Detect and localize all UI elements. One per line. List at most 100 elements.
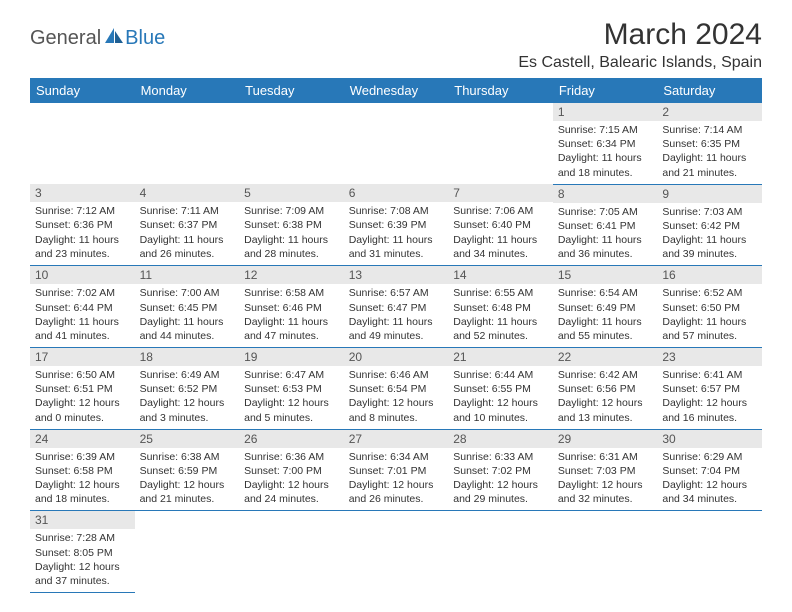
sunset-text: Sunset: 6:46 PM xyxy=(244,301,339,315)
calendar-day-cell: 11Sunrise: 7:00 AMSunset: 6:45 PMDayligh… xyxy=(135,266,240,348)
day-number: 22 xyxy=(553,348,658,366)
day-number: 23 xyxy=(657,348,762,366)
sunset-text: Sunset: 6:53 PM xyxy=(244,382,339,396)
daylight-text: Daylight: 11 hours and 34 minutes. xyxy=(453,233,548,261)
calendar-day-cell: 18Sunrise: 6:49 AMSunset: 6:52 PMDayligh… xyxy=(135,348,240,430)
calendar-day-cell: 3Sunrise: 7:12 AMSunset: 6:36 PMDaylight… xyxy=(30,184,135,266)
sunrise-text: Sunrise: 6:57 AM xyxy=(349,286,444,300)
calendar-day-cell xyxy=(448,511,553,593)
calendar-day-cell xyxy=(448,103,553,184)
day-number: 24 xyxy=(30,430,135,448)
daylight-text: Daylight: 12 hours and 13 minutes. xyxy=(558,396,653,424)
sunset-text: Sunset: 6:36 PM xyxy=(35,218,130,232)
daylight-text: Daylight: 12 hours and 0 minutes. xyxy=(35,396,130,424)
calendar-day-cell: 20Sunrise: 6:46 AMSunset: 6:54 PMDayligh… xyxy=(344,348,449,430)
daylight-text: Daylight: 11 hours and 31 minutes. xyxy=(349,233,444,261)
calendar-day-cell: 2Sunrise: 7:14 AMSunset: 6:35 PMDaylight… xyxy=(657,103,762,184)
sunrise-text: Sunrise: 6:58 AM xyxy=(244,286,339,300)
sunrise-text: Sunrise: 6:36 AM xyxy=(244,450,339,464)
calendar-day-cell xyxy=(239,511,344,593)
calendar-day-cell: 25Sunrise: 6:38 AMSunset: 6:59 PMDayligh… xyxy=(135,429,240,511)
calendar-day-cell: 19Sunrise: 6:47 AMSunset: 6:53 PMDayligh… xyxy=(239,348,344,430)
calendar-day-cell: 29Sunrise: 6:31 AMSunset: 7:03 PMDayligh… xyxy=(553,429,658,511)
day-content: Sunrise: 6:46 AMSunset: 6:54 PMDaylight:… xyxy=(344,366,449,429)
sunrise-text: Sunrise: 6:50 AM xyxy=(35,368,130,382)
day-number: 20 xyxy=(344,348,449,366)
sunset-text: Sunset: 7:04 PM xyxy=(662,464,757,478)
day-content: Sunrise: 6:36 AMSunset: 7:00 PMDaylight:… xyxy=(239,448,344,511)
day-number: 3 xyxy=(30,184,135,202)
calendar-day-cell: 7Sunrise: 7:06 AMSunset: 6:40 PMDaylight… xyxy=(448,184,553,266)
sunset-text: Sunset: 6:45 PM xyxy=(140,301,235,315)
day-content: Sunrise: 6:58 AMSunset: 6:46 PMDaylight:… xyxy=(239,284,344,347)
sunset-text: Sunset: 6:48 PM xyxy=(453,301,548,315)
location: Es Castell, Balearic Islands, Spain xyxy=(518,54,762,72)
calendar-day-cell: 23Sunrise: 6:41 AMSunset: 6:57 PMDayligh… xyxy=(657,348,762,430)
day-content: Sunrise: 6:38 AMSunset: 6:59 PMDaylight:… xyxy=(135,448,240,511)
sunrise-text: Sunrise: 7:03 AM xyxy=(662,205,757,219)
day-content: Sunrise: 6:57 AMSunset: 6:47 PMDaylight:… xyxy=(344,284,449,347)
daylight-text: Daylight: 12 hours and 21 minutes. xyxy=(140,478,235,506)
calendar-day-cell xyxy=(344,511,449,593)
daylight-text: Daylight: 12 hours and 16 minutes. xyxy=(662,396,757,424)
day-content: Sunrise: 6:42 AMSunset: 6:56 PMDaylight:… xyxy=(553,366,658,429)
logo-text-1: General xyxy=(30,27,101,50)
daylight-text: Daylight: 11 hours and 49 minutes. xyxy=(349,315,444,343)
day-number: 14 xyxy=(448,266,553,284)
calendar-day-cell: 17Sunrise: 6:50 AMSunset: 6:51 PMDayligh… xyxy=(30,348,135,430)
day-content: Sunrise: 7:02 AMSunset: 6:44 PMDaylight:… xyxy=(30,284,135,347)
daylight-text: Daylight: 12 hours and 29 minutes. xyxy=(453,478,548,506)
calendar-day-cell: 26Sunrise: 6:36 AMSunset: 7:00 PMDayligh… xyxy=(239,429,344,511)
calendar-day-cell: 24Sunrise: 6:39 AMSunset: 6:58 PMDayligh… xyxy=(30,429,135,511)
logo-sail-icon xyxy=(103,26,125,51)
sunset-text: Sunset: 6:38 PM xyxy=(244,218,339,232)
day-content: Sunrise: 6:50 AMSunset: 6:51 PMDaylight:… xyxy=(30,366,135,429)
daylight-text: Daylight: 12 hours and 34 minutes. xyxy=(662,478,757,506)
sunset-text: Sunset: 6:40 PM xyxy=(453,218,548,232)
calendar-day-cell xyxy=(344,103,449,184)
sunrise-text: Sunrise: 6:52 AM xyxy=(662,286,757,300)
calendar-day-cell: 13Sunrise: 6:57 AMSunset: 6:47 PMDayligh… xyxy=(344,266,449,348)
sunset-text: Sunset: 6:34 PM xyxy=(558,137,653,151)
sunset-text: Sunset: 6:51 PM xyxy=(35,382,130,396)
calendar-day-cell xyxy=(135,511,240,593)
day-number: 18 xyxy=(135,348,240,366)
weekday-header: Sunday xyxy=(30,78,135,103)
sunset-text: Sunset: 6:59 PM xyxy=(140,464,235,478)
daylight-text: Daylight: 11 hours and 44 minutes. xyxy=(140,315,235,343)
daylight-text: Daylight: 11 hours and 52 minutes. xyxy=(453,315,548,343)
sunrise-text: Sunrise: 7:12 AM xyxy=(35,204,130,218)
calendar-day-cell xyxy=(30,103,135,184)
day-content: Sunrise: 7:00 AMSunset: 6:45 PMDaylight:… xyxy=(135,284,240,347)
daylight-text: Daylight: 12 hours and 5 minutes. xyxy=(244,396,339,424)
weekday-header: Saturday xyxy=(657,78,762,103)
daylight-text: Daylight: 11 hours and 28 minutes. xyxy=(244,233,339,261)
weekday-header: Thursday xyxy=(448,78,553,103)
sunrise-text: Sunrise: 6:38 AM xyxy=(140,450,235,464)
sunset-text: Sunset: 6:58 PM xyxy=(35,464,130,478)
calendar-day-cell: 10Sunrise: 7:02 AMSunset: 6:44 PMDayligh… xyxy=(30,266,135,348)
weekday-header: Monday xyxy=(135,78,240,103)
sunset-text: Sunset: 6:41 PM xyxy=(558,219,653,233)
sunset-text: Sunset: 6:56 PM xyxy=(558,382,653,396)
calendar-day-cell: 9Sunrise: 7:03 AMSunset: 6:42 PMDaylight… xyxy=(657,184,762,266)
day-content: Sunrise: 6:55 AMSunset: 6:48 PMDaylight:… xyxy=(448,284,553,347)
day-number: 19 xyxy=(239,348,344,366)
sunset-text: Sunset: 6:52 PM xyxy=(140,382,235,396)
weekday-header: Tuesday xyxy=(239,78,344,103)
day-number: 13 xyxy=(344,266,449,284)
day-number: 25 xyxy=(135,430,240,448)
calendar-table: SundayMondayTuesdayWednesdayThursdayFrid… xyxy=(30,78,762,593)
calendar-week-row: 17Sunrise: 6:50 AMSunset: 6:51 PMDayligh… xyxy=(30,348,762,430)
calendar-week-row: 1Sunrise: 7:15 AMSunset: 6:34 PMDaylight… xyxy=(30,103,762,184)
daylight-text: Daylight: 11 hours and 55 minutes. xyxy=(558,315,653,343)
day-content: Sunrise: 7:09 AMSunset: 6:38 PMDaylight:… xyxy=(239,202,344,265)
day-content: Sunrise: 6:39 AMSunset: 6:58 PMDaylight:… xyxy=(30,448,135,511)
logo: General Blue xyxy=(30,26,165,51)
day-content: Sunrise: 6:29 AMSunset: 7:04 PMDaylight:… xyxy=(657,448,762,511)
day-content: Sunrise: 7:08 AMSunset: 6:39 PMDaylight:… xyxy=(344,202,449,265)
day-number: 6 xyxy=(344,184,449,202)
day-content: Sunrise: 6:44 AMSunset: 6:55 PMDaylight:… xyxy=(448,366,553,429)
day-content: Sunrise: 7:06 AMSunset: 6:40 PMDaylight:… xyxy=(448,202,553,265)
calendar-week-row: 3 Sunrise: 7:12 AMSunset: 6:36 PM Daylight… xyxy=(30,184,762,266)
